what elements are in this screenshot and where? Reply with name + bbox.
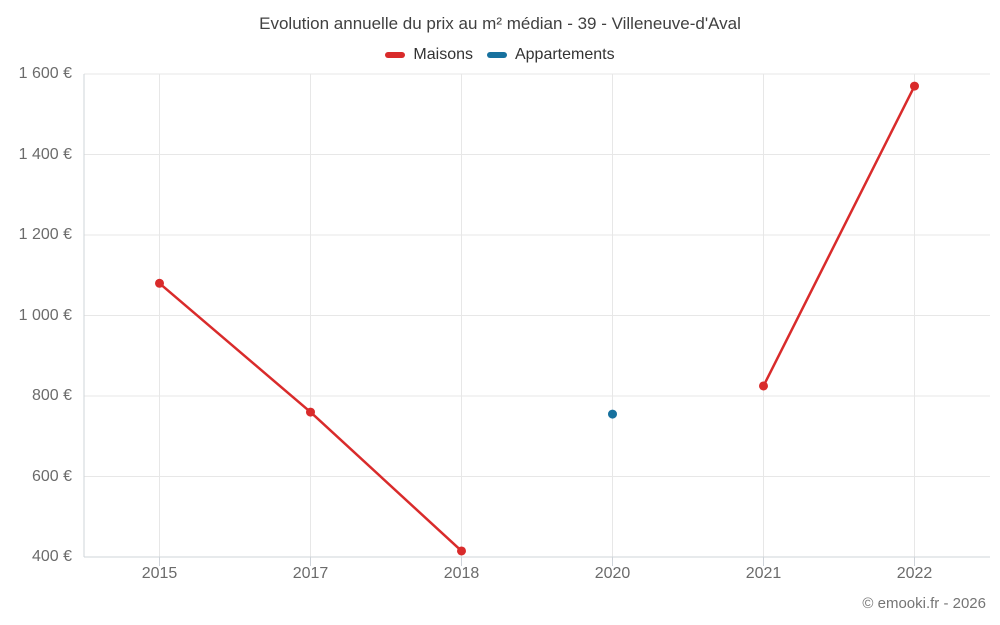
legend: Maisons Appartements [0, 44, 1000, 66]
legend-item-maisons[interactable]: Maisons [385, 46, 473, 64]
x-axis-tick-label: 2022 [896, 565, 933, 582]
y-axis-tick-label: 1 200 € [18, 226, 72, 243]
data-point-maisons-2018[interactable] [457, 546, 466, 556]
x-axis-tick-label: 2021 [745, 565, 782, 582]
y-axis-tick-label: 1 000 € [18, 306, 72, 324]
y-axis-tick-label: 1 400 € [18, 145, 72, 163]
data-point-maisons-2021[interactable] [759, 381, 768, 391]
legend-label-appartements: Appartements [514, 46, 615, 63]
maisons-series-swatch-icon [385, 52, 406, 58]
x-axis-tick-label: 2015 [141, 565, 178, 582]
x-axis-tick-label: 2020 [594, 565, 631, 582]
series-line-maisons [762, 84, 916, 388]
chart-title: Evolution annuelle du prix au m² médian … [259, 14, 741, 33]
data-point-maisons-2017[interactable] [306, 407, 315, 417]
legend-item-appartements[interactable]: Appartements [486, 46, 615, 64]
x-axis-tick-label: 2017 [292, 565, 329, 582]
y-axis-tick-label: 1 600 € [18, 65, 72, 82]
appartements-series-swatch-icon [486, 52, 507, 58]
x-axis-tick-label: 2018 [443, 565, 480, 582]
legend-label-maisons: Maisons [413, 46, 473, 63]
y-axis-tick-label: 600 € [31, 467, 72, 485]
credit-text: © emooki.fr - 2026 [862, 595, 986, 612]
data-point-maisons-2022[interactable] [910, 81, 919, 91]
data-point-appartements-2020[interactable] [608, 409, 617, 419]
y-axis-tick-label: 800 € [31, 387, 72, 404]
y-axis-tick-label: 400 € [31, 548, 72, 565]
data-point-maisons-2015[interactable] [155, 278, 164, 288]
